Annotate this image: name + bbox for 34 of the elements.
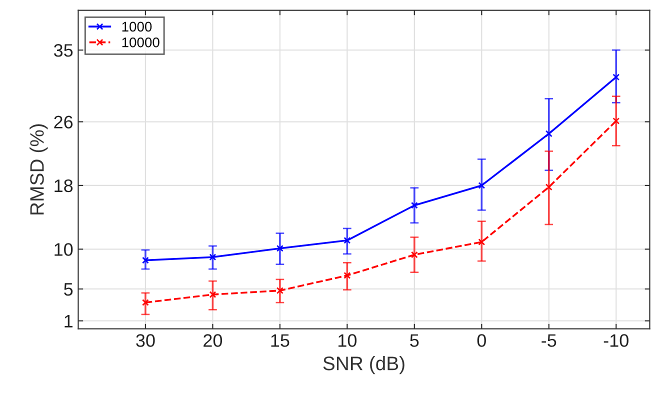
- point: [478, 182, 486, 189]
- x-tick-label: -10: [604, 334, 628, 347]
- y-tick-label: 26: [54, 116, 73, 128]
- point: [545, 130, 552, 138]
- x-tick-label: 30: [136, 334, 155, 347]
- legend-label: 10000: [122, 37, 160, 48]
- point: [344, 272, 351, 279]
- y-tick-label: 10: [54, 243, 73, 256]
- y-axis-title: RMSD (%): [30, 124, 48, 214]
- x-tick-label: 0: [477, 334, 486, 347]
- point: [612, 117, 620, 124]
- y-tick-label: 18: [54, 179, 73, 192]
- point: [209, 254, 216, 261]
- point: [276, 244, 284, 252]
- point: [545, 184, 552, 191]
- point: [142, 256, 149, 264]
- x-tick-label: 15: [271, 334, 290, 347]
- point: [410, 251, 418, 258]
- point: [344, 236, 351, 244]
- point: [276, 287, 284, 294]
- point: [410, 202, 418, 209]
- y-tick-label: 5: [64, 283, 73, 296]
- x-axis-title: SNR (dB): [323, 356, 404, 374]
- point: [612, 74, 620, 81]
- y-tick-label: 35: [54, 44, 73, 57]
- point: [478, 238, 486, 246]
- x-tick-label: 5: [410, 334, 419, 347]
- x-tick-label: -5: [542, 334, 556, 347]
- x-tick-label: 10: [338, 334, 357, 347]
- legend-label: 1000: [122, 22, 152, 32]
- y-tick-label: 1: [64, 314, 72, 328]
- point: [209, 291, 216, 298]
- point: [142, 299, 149, 306]
- x-tick-label: 20: [204, 334, 222, 347]
